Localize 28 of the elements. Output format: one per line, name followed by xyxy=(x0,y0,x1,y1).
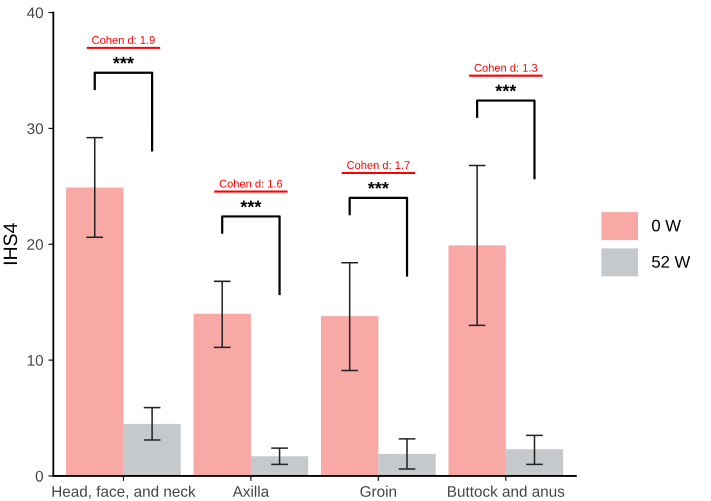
y-tick-label: 40 xyxy=(26,7,44,18)
legend-label: 0 W xyxy=(652,220,681,232)
bar xyxy=(66,187,124,476)
bar xyxy=(320,316,378,476)
x-tick-label: Buttock and anus xyxy=(448,486,564,497)
bar xyxy=(448,245,506,476)
annotation: Cohen d: 1.6 xyxy=(220,179,282,188)
bar xyxy=(194,314,251,476)
x-tick-label: Head, face, and neck xyxy=(52,486,196,499)
x-tick-label: Axilla xyxy=(232,486,270,497)
bar xyxy=(123,424,181,476)
bar xyxy=(250,456,308,476)
annotation: *** xyxy=(240,200,262,208)
y-tick-label: 0 xyxy=(36,470,44,482)
x-tick-label: Groin xyxy=(360,486,396,497)
annotation: *** xyxy=(112,56,134,64)
y-tick-label: 10 xyxy=(28,354,44,366)
annotation: *** xyxy=(495,84,516,92)
y-axis-title: IHS4 xyxy=(3,223,18,264)
annotation: Cohen d: 1.3 xyxy=(474,64,538,72)
y-tick-label: 20 xyxy=(27,239,44,250)
bar xyxy=(378,454,436,476)
legend-label: 52 W xyxy=(652,256,690,268)
annotation: Cohen d: 1.9 xyxy=(92,36,155,44)
y-tick-label: 30 xyxy=(27,123,44,134)
bar xyxy=(506,449,564,476)
annotation: Cohen d: 1.7 xyxy=(347,160,410,170)
annotation: *** xyxy=(368,182,389,189)
